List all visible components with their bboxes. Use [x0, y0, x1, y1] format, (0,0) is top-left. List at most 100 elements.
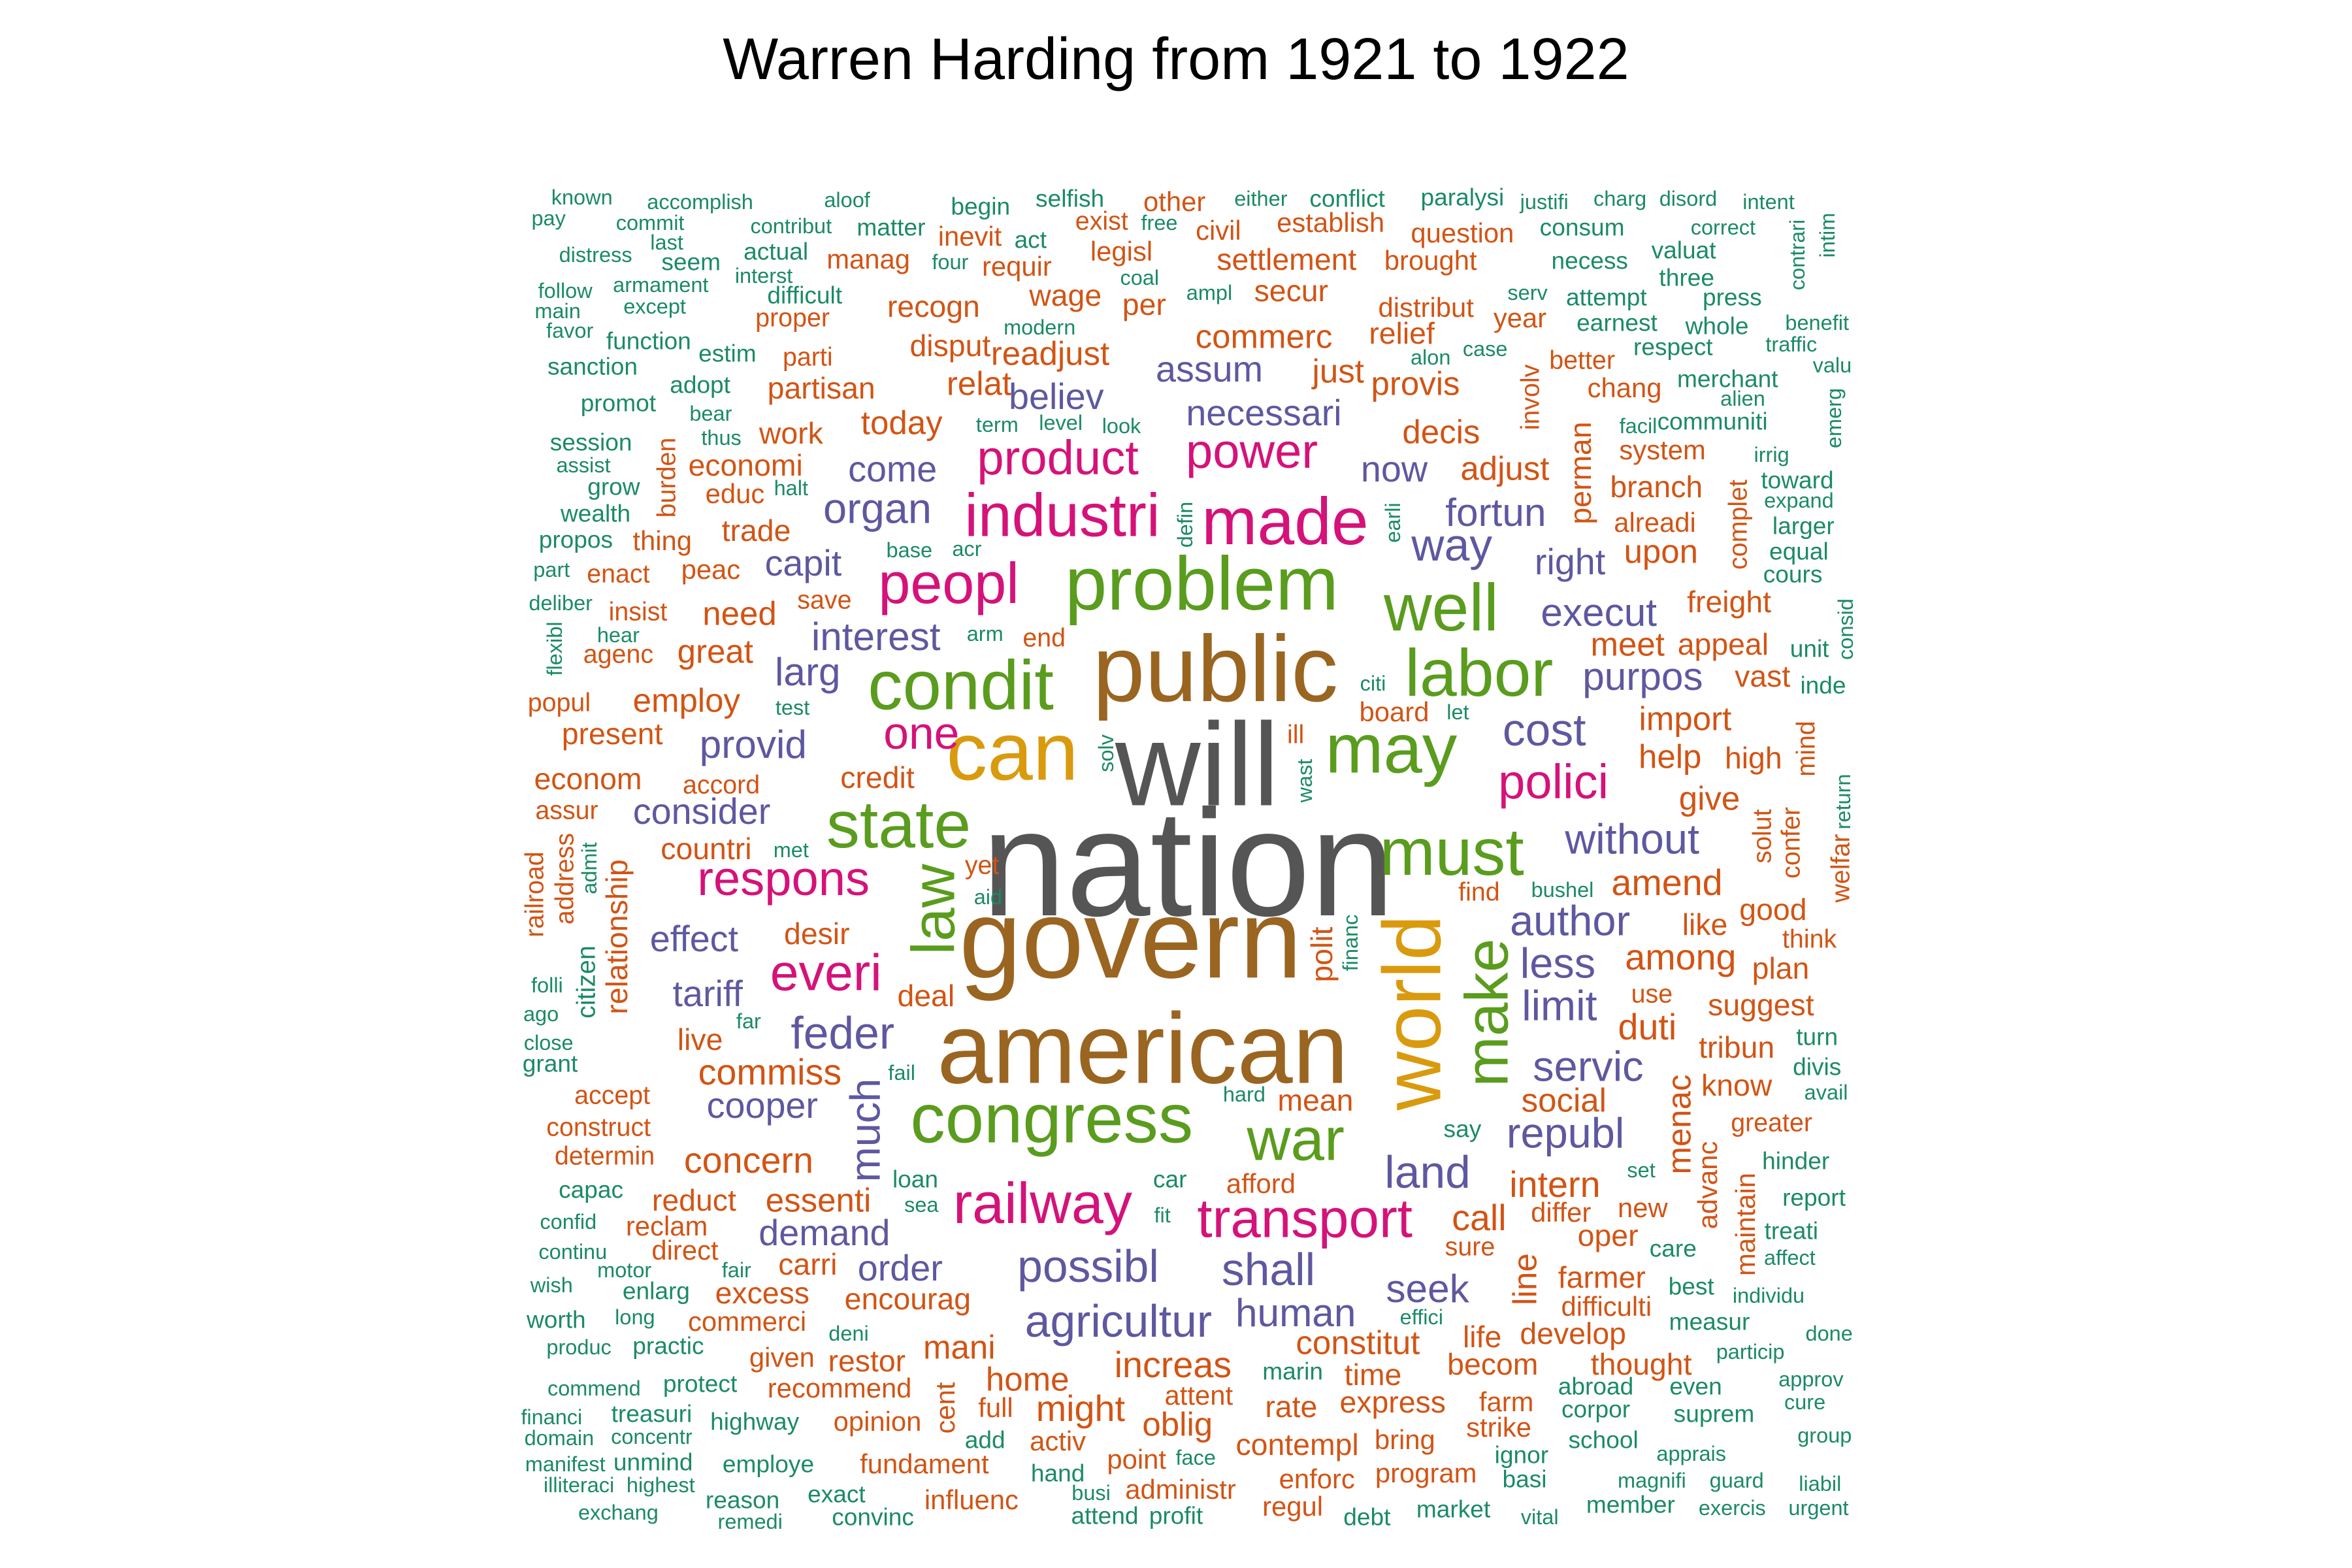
word-treasuri: treasuri [611, 1399, 693, 1428]
word-necess: necess [1551, 246, 1628, 274]
word-bear: bear [689, 401, 732, 425]
word-hinder: hinder [1762, 1147, 1830, 1175]
word-cours: cours [1763, 560, 1823, 588]
word-way: way [1411, 519, 1493, 571]
word-individu: individu [1732, 1283, 1805, 1307]
word-economi: economi [688, 448, 803, 482]
word-armament: armament [613, 272, 709, 297]
word-defin: defin [1173, 501, 1197, 547]
word-add: add [964, 1426, 1005, 1454]
word-freight: freight [1687, 584, 1772, 619]
word-oblig: oblig [1142, 1405, 1213, 1443]
word-desir: desir [784, 916, 850, 951]
word-adjust: adjust [1460, 449, 1550, 487]
word-essenti: essenti [765, 1181, 872, 1219]
word-intim: intim [1816, 212, 1840, 257]
word-accept: accept [574, 1081, 651, 1110]
word-branch: branch [1610, 469, 1703, 504]
word-now: now [1360, 449, 1428, 490]
word-term: term [975, 412, 1019, 436]
word-today: today [860, 404, 943, 442]
word-alien: alien [1720, 386, 1765, 410]
word-accomplish: accomplish [647, 189, 753, 214]
word-administr: administr [1125, 1474, 1236, 1505]
word-continu: continu [538, 1239, 608, 1264]
word-conflict: conflict [1309, 184, 1385, 212]
word-new: new [1618, 1192, 1668, 1223]
word-welfar: welfar [1826, 834, 1855, 903]
word-settlement: settlement [1217, 242, 1357, 276]
word-arm: arm [966, 621, 1004, 645]
word-better: better [1549, 346, 1615, 375]
word-grant: grant [522, 1049, 578, 1077]
word-recommend: recommend [767, 1372, 912, 1403]
word-particip: particip [1716, 1339, 1785, 1364]
word-consider: consider [632, 791, 771, 832]
word-commerc: commerc [1195, 318, 1333, 355]
word-return: return [1831, 774, 1855, 830]
word-per: per [1122, 287, 1166, 321]
word-line: line [1506, 1252, 1543, 1305]
word-vast: vast [1735, 659, 1791, 693]
word-right: right [1534, 541, 1606, 582]
word-whole: whole [1685, 312, 1749, 340]
word-irrig: irrig [1754, 442, 1789, 466]
word-encourag: encourag [844, 1281, 972, 1316]
word-need: need [702, 595, 777, 632]
word-hear: hear [596, 623, 640, 647]
word-perman: perman [1563, 421, 1598, 525]
word-approv: approv [1778, 1367, 1844, 1391]
word-justifi: justifi [1520, 189, 1569, 214]
word-influenc: influenc [924, 1484, 1019, 1516]
word-commerci: commerci [688, 1305, 807, 1337]
word-serv: serv [1507, 280, 1548, 304]
word-determin: determin [554, 1141, 655, 1171]
word-selfish: selfish [1036, 184, 1105, 212]
word-use: use [1631, 979, 1673, 1008]
word-law: law [899, 864, 968, 955]
word-menac: menac [1660, 1074, 1698, 1175]
word-attend: attend [1071, 1501, 1139, 1529]
word-system: system [1619, 434, 1706, 465]
word-best: best [1668, 1272, 1714, 1300]
word-wage: wage [1029, 278, 1102, 313]
word-power: power [1185, 424, 1318, 479]
word-interest: interest [811, 614, 941, 659]
word-tariff: tariff [672, 973, 743, 1014]
word-met: met [773, 838, 809, 862]
word-face: face [1175, 1446, 1216, 1470]
word-duti: duti [1618, 1006, 1677, 1047]
word-session: session [549, 428, 632, 456]
word-correct: correct [1690, 215, 1756, 239]
chart-title: Warren Harding from 1921 to 1922 [723, 27, 1629, 92]
word-opinion: opinion [833, 1405, 922, 1437]
word-illiteraci: illiteraci [543, 1473, 615, 1497]
word-give: give [1678, 779, 1740, 817]
word-larg: larg [775, 649, 841, 694]
word-much: much [841, 1079, 889, 1183]
word-cost: cost [1502, 704, 1586, 756]
word-aloof: aloof [824, 188, 870, 212]
word-feder: feder [791, 1007, 894, 1059]
word-human: human [1235, 1290, 1356, 1335]
word-live: live [677, 1022, 723, 1056]
word-cure: cure [1784, 1390, 1826, 1414]
word-aid: aid [973, 885, 1003, 909]
word-mind: mind [1791, 721, 1821, 777]
word-actual: actual [743, 237, 809, 265]
word-school: school [1568, 1426, 1639, 1454]
word-worth: worth [526, 1305, 586, 1333]
word-differ: differ [1531, 1196, 1592, 1228]
word-exercis: exercis [1698, 1495, 1766, 1520]
word-inde: inde [1800, 670, 1846, 698]
word-confer: confer [1776, 806, 1806, 879]
word-folli: folli [531, 973, 563, 997]
word-mean: mean [1277, 1083, 1354, 1117]
word-coal: coal [1120, 265, 1160, 289]
word-unit: unit [1789, 634, 1829, 662]
word-known: known [551, 185, 613, 209]
word-made: made [1201, 483, 1369, 559]
word-valu: valu [1812, 353, 1852, 377]
word-mani: mani [923, 1328, 996, 1366]
word-suggest: suggest [1708, 987, 1814, 1022]
